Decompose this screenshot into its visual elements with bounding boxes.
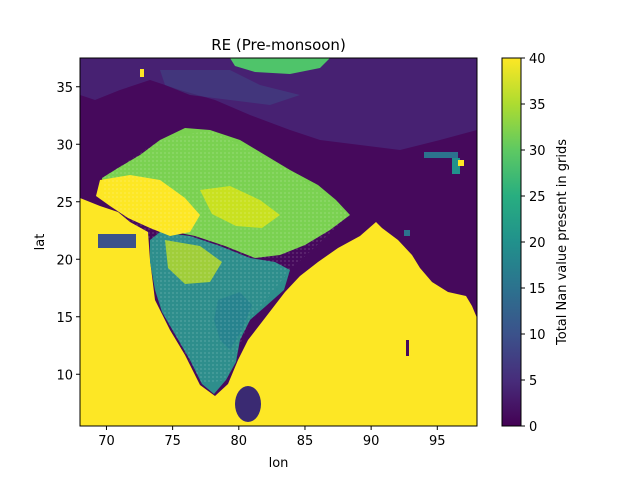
x-axis-ticks: 70 75 80 85 90 95 xyxy=(98,426,446,449)
y-tick-label: 10 xyxy=(56,368,73,383)
colorbar-tick-label: 35 xyxy=(529,98,546,113)
heatmap-ocean-west xyxy=(80,198,477,426)
colorbar-tick-label: 10 xyxy=(529,328,546,343)
heatmap-himalaya-band xyxy=(80,58,477,150)
heatmap-northeast-teal-patch xyxy=(424,152,458,158)
x-tick-label: 95 xyxy=(429,434,446,449)
y-tick-label: 20 xyxy=(56,253,73,268)
chart-title: RE (Pre-monsoon) xyxy=(211,36,346,54)
heatmap-northeast-teal-patch-2 xyxy=(452,158,460,174)
heatmap-northern-edge-green xyxy=(230,58,330,74)
heatmap-northeast-spot xyxy=(404,230,410,236)
y-axis-ticks: 10 15 20 25 30 35 xyxy=(56,81,80,383)
colorbar-tick-label: 0 xyxy=(529,420,537,435)
colorbar-tick-label: 25 xyxy=(529,190,546,205)
heatmap-gujarat-teal xyxy=(98,234,136,248)
colorbar-label: Total Nan value present in grids xyxy=(555,139,570,346)
heatmap-tibet-patch xyxy=(160,70,300,105)
colorbar-tick-label: 30 xyxy=(529,144,546,159)
colorbar-tick-label: 5 xyxy=(529,374,537,389)
y-tick-label: 30 xyxy=(56,138,73,153)
y-tick-label: 15 xyxy=(56,311,73,326)
x-tick-label: 85 xyxy=(297,434,314,449)
heatmap-island-dot xyxy=(406,340,409,356)
colorbar-tick-label: 15 xyxy=(529,282,546,297)
x-tick-label: 75 xyxy=(164,434,181,449)
x-axis-label: lon xyxy=(269,456,289,471)
x-tick-label: 90 xyxy=(363,434,380,449)
x-tick-label: 80 xyxy=(231,434,248,449)
heatmap-land-texture xyxy=(102,130,350,384)
plot-frame xyxy=(79,57,478,427)
heatmap-northeast-dot xyxy=(458,160,464,166)
colorbar-tick-label: 40 xyxy=(529,52,546,67)
x-tick-label: 70 xyxy=(98,434,115,449)
y-tick-label: 35 xyxy=(56,81,73,96)
heatmap-area xyxy=(80,58,477,426)
colorbar-ticks: 0 5 10 15 20 25 30 35 40 xyxy=(521,52,546,435)
heatmap-north-yellow-dot xyxy=(140,69,144,77)
heatmap-sri-lanka xyxy=(235,386,261,422)
colorbar xyxy=(501,57,522,427)
y-tick-label: 25 xyxy=(56,196,73,211)
y-axis-label: lat xyxy=(33,234,48,251)
colorbar-tick-label: 20 xyxy=(529,236,546,251)
